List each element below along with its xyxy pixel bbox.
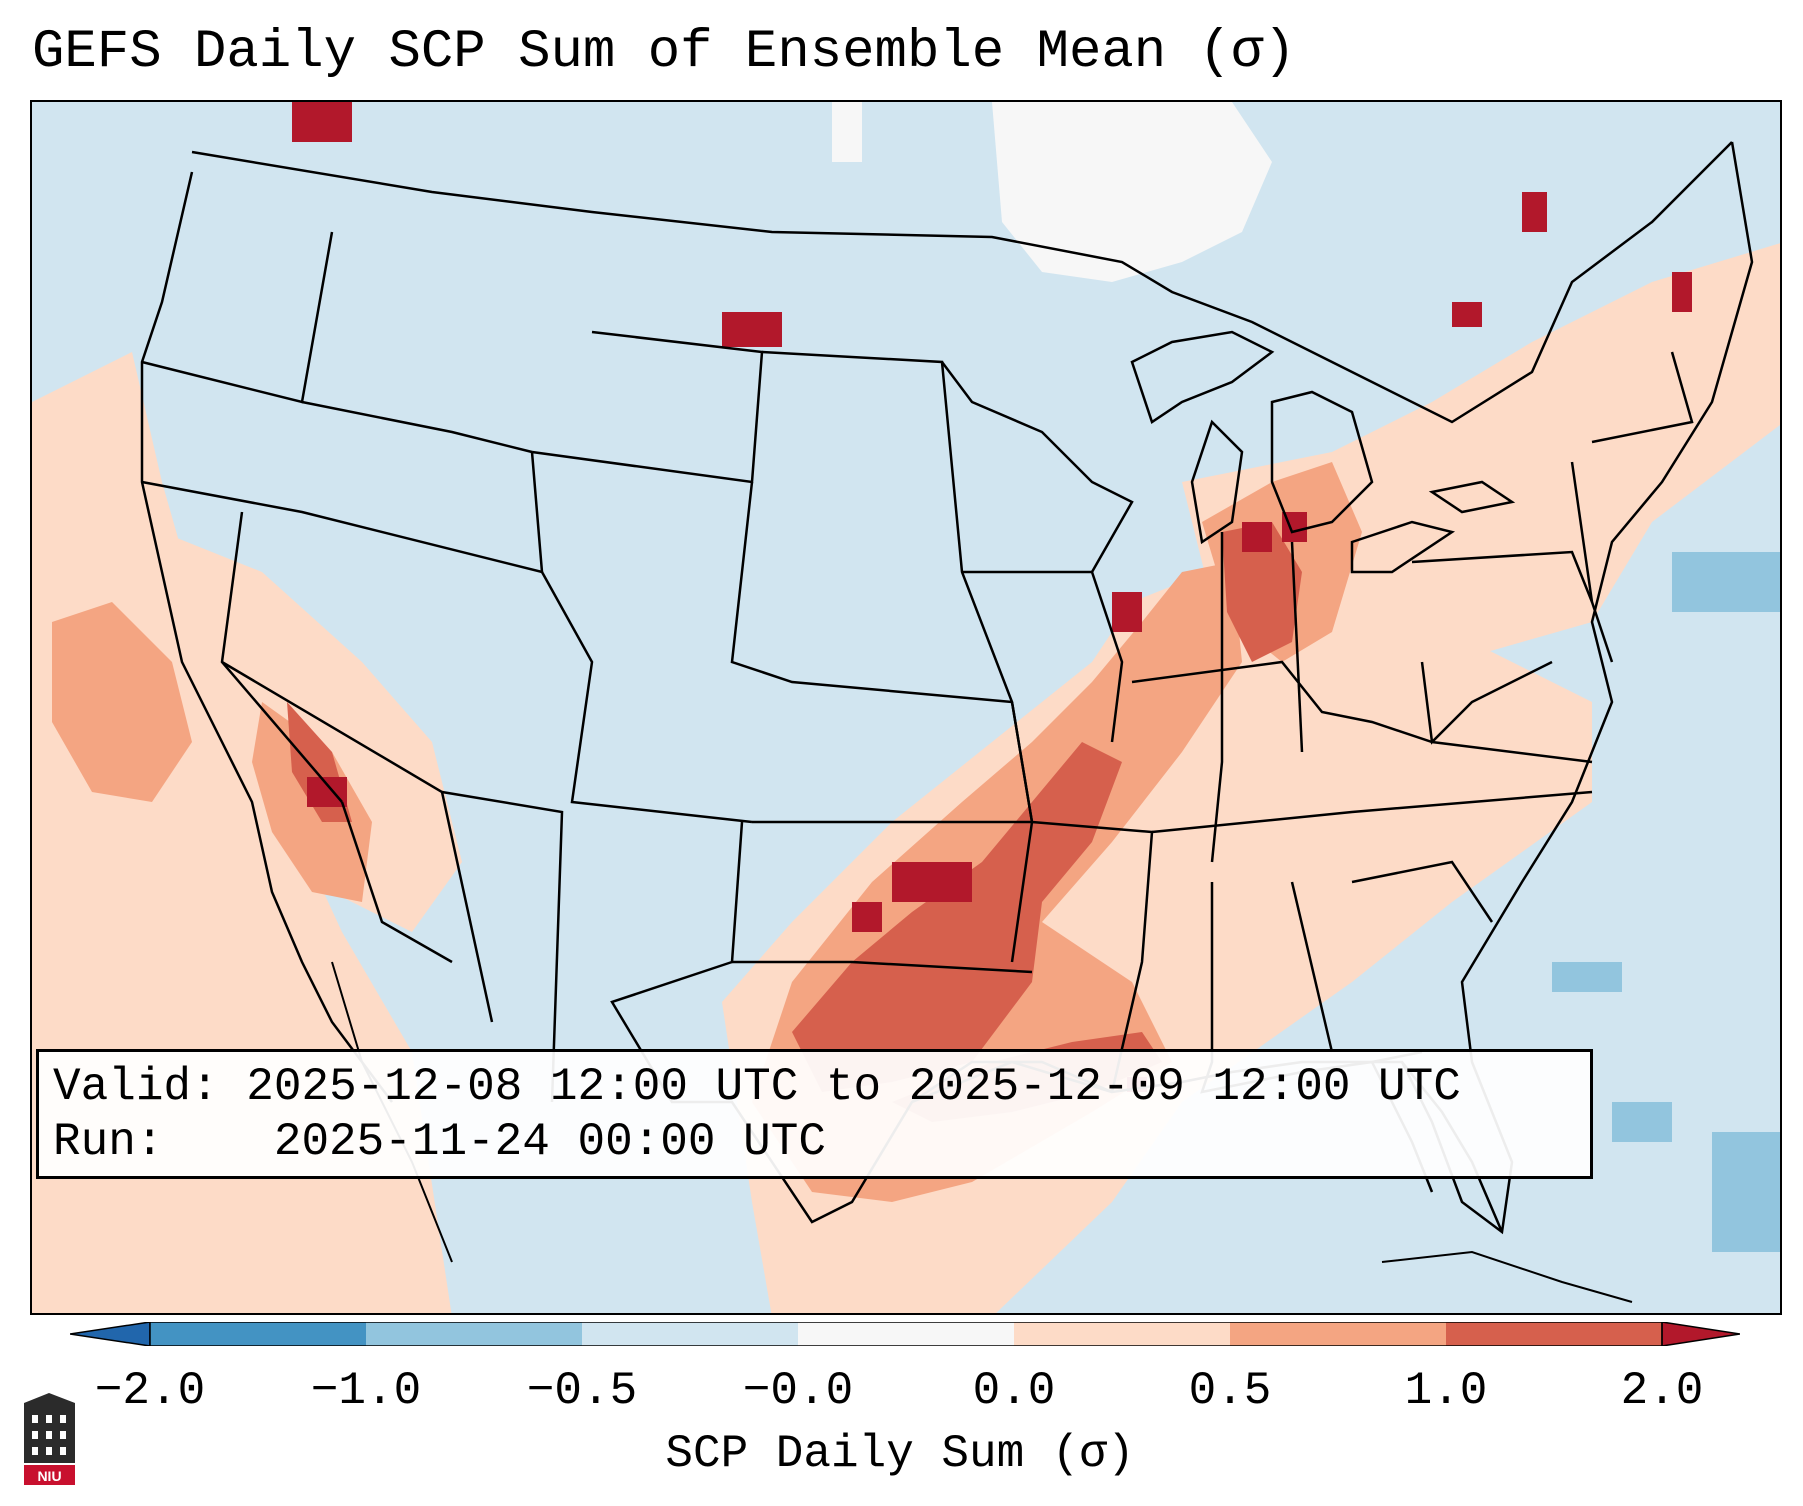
colorbar: [70, 1322, 1740, 1346]
colorbar-segment: [366, 1322, 582, 1346]
colorbar-segment: [582, 1322, 798, 1346]
colorbar-max-extend: [1661, 1322, 1740, 1346]
colorbar-label: SCP Daily Sum (σ): [665, 1428, 1135, 1480]
run-time: 2025-11-24 00:00 UTC: [273, 1116, 826, 1168]
colorbar-tick-label: −1.0: [310, 1365, 422, 1417]
colorbar-segment: [1446, 1322, 1662, 1346]
colorbar-tick-label: −2.0: [94, 1365, 206, 1417]
colorbar-tick-label: −0.5: [526, 1365, 638, 1417]
oklahoma-texas-strong: [792, 742, 1122, 1092]
colorbar-min-extend: [70, 1322, 151, 1346]
indiana-strong: [1222, 522, 1302, 662]
colorbar-segment: [150, 1322, 366, 1346]
extreme-cells: [292, 102, 1692, 1092]
logo-text: NIU: [37, 1468, 61, 1484]
colorbar-tick-label: 0.0: [972, 1365, 1056, 1417]
atlantic-negative-cells: [1552, 552, 1780, 1252]
california-moderate: [52, 602, 192, 802]
valid-time-range: 2025-12-08 12:00 UTC to 2025-12-09 12:00…: [246, 1061, 1461, 1113]
valid-label: Valid:: [53, 1061, 219, 1113]
colorbar-tick-label: 0.5: [1188, 1365, 1272, 1417]
colorbar-tick-label: 1.0: [1404, 1365, 1488, 1417]
run-label: Run:: [53, 1116, 164, 1168]
canada-neutral-area: [992, 102, 1272, 282]
colorbar-tick-label: −0.0: [742, 1365, 854, 1417]
colorbar-tick-label: 2.0: [1620, 1365, 1704, 1417]
niu-logo: NIU: [24, 1393, 75, 1485]
colorbar-segment: [1230, 1322, 1446, 1346]
valid-run-info-box: Valid: 2025-12-08 12:00 UTC to 2025-12-0…: [36, 1049, 1593, 1179]
colorbar-segment: [798, 1322, 1014, 1346]
colorbar-segment: [1014, 1322, 1230, 1346]
chart-title: GEFS Daily SCP Sum of Ensemble Mean (σ): [32, 22, 1296, 83]
